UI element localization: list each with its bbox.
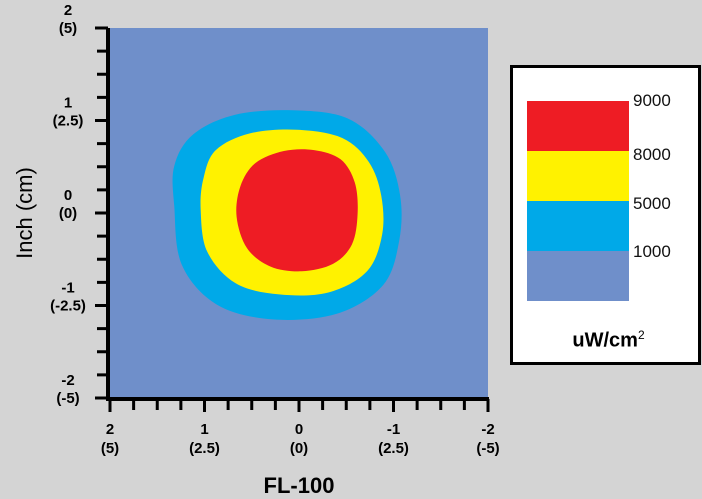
x-tick-label: -2	[481, 421, 494, 438]
y-tick-sublabel: (-2.5)	[50, 298, 86, 315]
x-tick-label: 0	[295, 421, 303, 438]
y-tick-label: 0	[64, 187, 72, 204]
x-tick-sublabel: (2.5)	[378, 440, 409, 457]
tick-group	[95, 26, 490, 412]
contour-8000	[236, 149, 358, 272]
y-tick-label: -1	[61, 280, 74, 297]
x-tick-label: -1	[387, 421, 400, 438]
legend-swatch-9000	[527, 101, 629, 151]
legend-label-1000: 1000	[633, 242, 671, 261]
y-axis-label: Inch (cm)	[12, 167, 37, 259]
x-axis-label: FL-100	[264, 473, 335, 498]
legend-label-5000: 5000	[633, 194, 671, 213]
y-tick-sublabel: (0)	[59, 205, 77, 222]
legend-label-8000: 8000	[633, 145, 671, 164]
legend-swatch-8000	[527, 151, 629, 201]
x-tick-label: 1	[200, 421, 208, 438]
y-tick-sublabel: (-5)	[56, 390, 79, 407]
legend-swatch-5000	[527, 201, 629, 251]
x-tick-sublabel: (0)	[290, 440, 308, 457]
y-tick-label: 1	[64, 95, 72, 112]
y-tick-sublabel: (2.5)	[53, 113, 84, 130]
legend: 9000 8000 5000 1000 uW/cm2	[510, 65, 701, 365]
legend-unit-superscript: 2	[637, 328, 645, 342]
x-tick-label: 2	[106, 421, 114, 438]
x-tick-sublabel: (2.5)	[189, 440, 220, 457]
legend-swatch-1000	[527, 251, 629, 301]
legend-label-9000: 9000	[633, 91, 671, 110]
y-tick-label: -2	[61, 372, 74, 389]
legend-unit: uW/cm2	[513, 328, 702, 353]
legend-unit-text: uW/cm	[572, 329, 638, 352]
contour-group	[172, 110, 402, 320]
x-tick-sublabel: (-5)	[476, 440, 499, 457]
x-tick-sublabel: (5)	[101, 440, 119, 457]
y-tick-sublabel: (5)	[59, 20, 77, 37]
tick-label-group: 2(5)1(2.5)0(0)-1(2.5)-2(-5)2(5)1(2.5)0(0…	[50, 2, 500, 457]
y-tick-label: 2	[64, 2, 72, 19]
